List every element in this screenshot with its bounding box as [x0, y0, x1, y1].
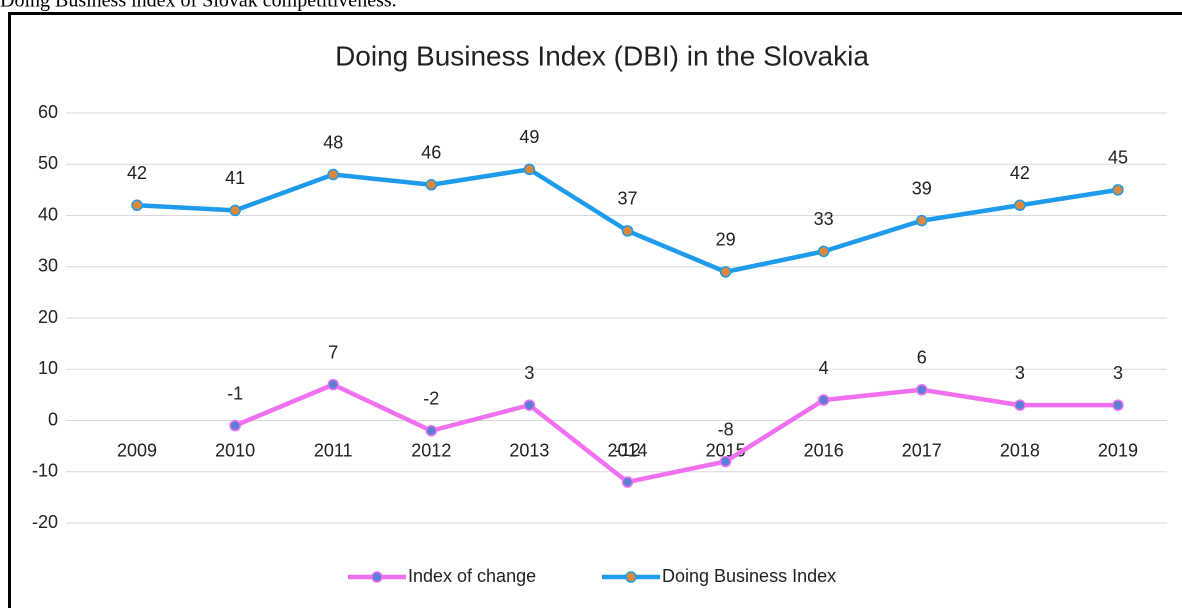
x-tick-label: 2017	[902, 440, 942, 460]
data-label: 7	[328, 342, 338, 362]
data-label: 42	[127, 163, 147, 183]
marker	[719, 266, 732, 278]
marker	[131, 199, 143, 211]
data-label: 3	[1015, 363, 1025, 383]
legend-label: Doing Business Index	[662, 566, 836, 586]
y-tick-label: 50	[38, 153, 58, 173]
marker	[817, 394, 830, 406]
legend-marker	[371, 571, 383, 583]
data-label: 3	[524, 363, 534, 383]
y-tick-label: 40	[38, 204, 58, 224]
x-tick-label: 2019	[1098, 440, 1138, 460]
legend-label: Index of change	[408, 566, 536, 586]
marker	[425, 425, 438, 437]
chart-frame	[8, 12, 1182, 608]
marker	[1112, 184, 1124, 196]
marker	[523, 163, 536, 176]
y-tick-label: 60	[38, 102, 58, 122]
marker	[327, 378, 339, 391]
marker	[817, 245, 830, 258]
data-label: 6	[917, 348, 927, 368]
marker	[916, 384, 928, 396]
marker	[719, 455, 732, 468]
x-tick-label: 2013	[509, 440, 549, 460]
y-tick-label: 0	[48, 409, 58, 429]
data-label: 29	[716, 230, 736, 250]
marker	[523, 399, 536, 411]
x-tick-label: 2018	[1000, 440, 1040, 460]
data-label: 45	[1108, 148, 1128, 168]
data-label: 49	[519, 127, 539, 147]
data-label: 33	[814, 209, 834, 229]
y-tick-label: 10	[38, 358, 58, 378]
x-tick-label: 2014	[607, 440, 647, 460]
data-label: 48	[323, 132, 343, 152]
data-label: 4	[819, 358, 829, 378]
marker	[1014, 399, 1026, 411]
x-tick-label: 2016	[804, 440, 844, 460]
marker	[916, 214, 928, 227]
legend-marker	[625, 571, 637, 583]
marker	[425, 179, 438, 191]
data-label: 37	[617, 189, 637, 209]
data-label: -1	[227, 383, 243, 403]
marker	[327, 168, 339, 181]
y-tick-label: 30	[38, 256, 58, 276]
data-label: -8	[718, 419, 734, 439]
data-label: 42	[1010, 163, 1030, 183]
x-tick-label: 2011	[314, 440, 353, 460]
chart-title: Doing Business Index (DBI) in the Slovak…	[335, 40, 869, 71]
x-tick-label: 2012	[411, 440, 451, 460]
y-tick-label: -10	[32, 461, 58, 481]
caption: Doing Business index of Slovak competiti…	[0, 0, 397, 12]
data-label: 46	[421, 143, 441, 163]
x-tick-label: 2009	[117, 440, 157, 460]
marker	[621, 225, 634, 237]
y-tick-label: 20	[38, 307, 58, 327]
series-line	[234, 382, 1118, 485]
marker	[1112, 399, 1124, 411]
data-label: -12	[614, 440, 640, 460]
marker	[229, 419, 241, 432]
data-label: 41	[225, 168, 245, 188]
x-tick-label: 2010	[215, 440, 255, 460]
marker	[621, 476, 634, 488]
marker	[229, 204, 241, 217]
data-label: -2	[423, 389, 439, 409]
data-label: 39	[912, 178, 932, 198]
data-label: 3	[1113, 363, 1123, 383]
marker	[1014, 199, 1026, 211]
y-tick-label: -20	[32, 512, 58, 532]
